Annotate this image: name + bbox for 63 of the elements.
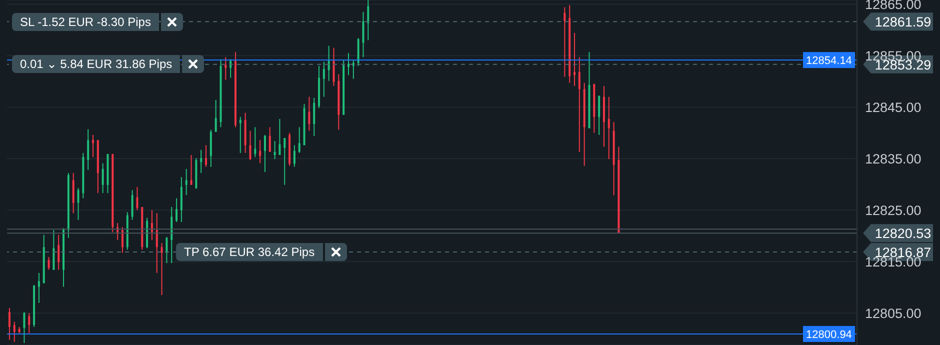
candlestick: [274, 140, 276, 160]
candlestick: [28, 312, 30, 334]
candlestick: [156, 212, 158, 274]
candlestick: [200, 149, 202, 174]
candlestick: [293, 144, 296, 168]
candlestick: [13, 321, 16, 342]
candlestick: [38, 272, 40, 304]
ref-line-label: 12854.14: [806, 55, 852, 68]
candlestick: [322, 61, 325, 98]
candlestick: [278, 118, 281, 156]
candlestick: [170, 206, 173, 264]
candlestick: [205, 144, 208, 168]
annotation: SL -1.52 EUR -8.30 Pips: [12, 12, 159, 31]
candlestick: [298, 126, 300, 154]
candlestick: [102, 162, 104, 194]
candlestick: [176, 198, 178, 222]
candlestick: [249, 130, 252, 161]
candlestick: [131, 190, 134, 220]
candlestick: [87, 128, 90, 170]
ref-line-label: 12861.59: [874, 14, 932, 30]
candlestick: [268, 126, 271, 152]
candlestick: [367, 0, 370, 41]
candlestick: [166, 236, 168, 264]
candlestick: [264, 134, 266, 172]
candlestick: [313, 97, 316, 136]
candlestick: [578, 56, 580, 152]
candlestick: [160, 242, 163, 296]
candlestick: [284, 138, 286, 186]
candlestick: [72, 172, 74, 214]
annotation: TP 6.67 EUR 36.42 Pips: [176, 242, 323, 261]
candlestick: [8, 307, 10, 340]
candlestick: [259, 140, 262, 164]
candlestick: [608, 96, 610, 160]
y-tick-label: 12825.00: [865, 202, 922, 218]
candlestick: [92, 134, 94, 158]
y-tick-label: 12845.00: [865, 100, 922, 115]
candlestick: [308, 96, 310, 132]
candlestick: [52, 230, 55, 270]
candlestick: [180, 176, 182, 222]
candlestick: [136, 186, 138, 211]
y-tick-label: 12805.00: [865, 306, 922, 321]
candlestick: [23, 312, 26, 344]
candlestick: [362, 11, 364, 58]
candlestick: [254, 126, 256, 158]
candlestick: [190, 154, 192, 186]
candlestick: [48, 256, 50, 270]
annotation: 0.01 ⌄ 5.84 EUR 31.86 Pips: [12, 55, 180, 74]
ref-line-label: 12800.94: [806, 328, 852, 341]
candlestick: [574, 32, 576, 86]
candlestick: [214, 99, 217, 132]
candlestick: [328, 45, 330, 82]
candlestick: [239, 116, 242, 154]
candlestick: [121, 226, 124, 254]
ref-line-label: 12820.53: [874, 226, 932, 242]
candlestick: [58, 234, 60, 270]
candlestick: [332, 47, 335, 86]
y-tick-label: 12835.00: [865, 151, 922, 166]
candlestick: [357, 38, 360, 66]
candlestick: [185, 168, 188, 196]
candlestick: [564, 6, 566, 78]
candlestick: [598, 95, 600, 136]
candlestick: [77, 187, 80, 220]
candlestick: [224, 56, 227, 80]
